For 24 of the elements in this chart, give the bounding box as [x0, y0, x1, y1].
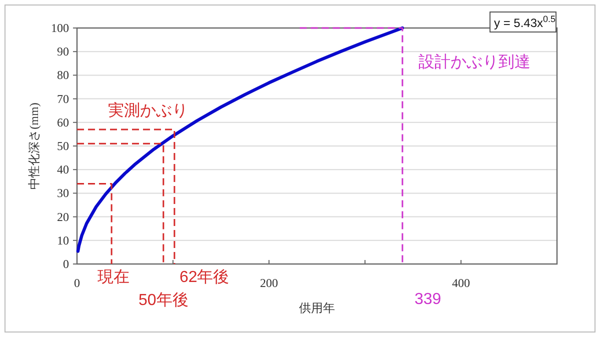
y-tick-label: 70	[57, 92, 69, 106]
annotation: 62年後	[179, 268, 230, 286]
y-tick-label: 60	[57, 115, 69, 130]
y-tick-label: 30	[57, 186, 69, 200]
x-tick-label: 200	[260, 276, 278, 290]
y-tick-label: 80	[57, 68, 69, 82]
y-tick-label: 10	[57, 233, 69, 248]
x-tick-label: 400	[452, 276, 470, 290]
y-tick-label: 0	[63, 257, 69, 271]
annotation: 設計かぶり到達	[418, 53, 530, 71]
annotation: y = 5.43x$^{0.5}$	[494, 14, 556, 30]
y-axis-title: 中性化深さ(mm)	[27, 102, 41, 190]
annotation: 実測かぶり	[108, 101, 188, 120]
y-tick-label: 20	[57, 210, 69, 224]
y-tick-label: 50	[57, 139, 69, 153]
y-tick-label: 100	[51, 21, 69, 35]
annotation: 50年後	[138, 291, 188, 309]
y-tick-label: 90	[57, 44, 69, 59]
x-tick-label: 0	[74, 276, 80, 290]
y-tick-label: 40	[57, 162, 69, 177]
x-axis-title: 供用年	[299, 301, 335, 315]
annotation: 339	[414, 291, 442, 308]
line-series	[76, 26, 404, 253]
annotation: 現在	[98, 269, 130, 286]
